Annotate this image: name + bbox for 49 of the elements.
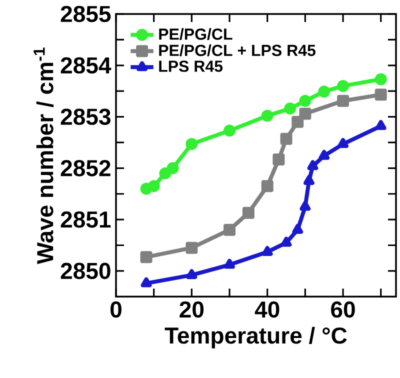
point [307,160,318,170]
point [224,124,236,137]
point [186,269,198,280]
point [299,108,312,120]
point [272,153,285,166]
y-tick-label: 2852 [60,160,110,176]
point [318,150,330,160]
point [280,132,292,145]
point [337,94,350,107]
y-tick-label: 2850 [60,262,110,280]
x-tick-label: 0 [110,301,122,318]
point [318,86,330,98]
point [140,251,152,264]
point [284,102,296,115]
point [166,162,179,174]
point [304,175,314,186]
point [292,116,304,128]
point [299,94,312,107]
point [374,88,387,101]
legend-label: LPS R45 [159,60,223,72]
point [186,138,198,150]
point [300,200,311,211]
x-axis-title: Temperature / °C [164,326,347,348]
point [224,258,235,269]
y-tick-label: 2855 [60,6,111,22]
point [292,224,304,234]
y-axis-title: Wave number / cm$^{-1}$ [34,48,54,264]
x-tick-label: 40 [254,301,280,318]
point [242,206,254,219]
x-tick-label: 20 [180,301,204,318]
point [337,80,350,92]
legend-label: PE/PG/CL + LPS R45 [159,44,316,56]
point [261,180,274,192]
point [375,120,386,130]
legend-label: PE/PG/CL [159,28,232,40]
point [224,224,236,236]
point [140,277,152,288]
point [338,138,348,148]
y-tick-label: 2853 [60,108,110,125]
y-tick-label: 2854 [60,57,112,74]
point [159,167,172,180]
point [374,73,387,86]
point [186,242,198,254]
point [262,246,273,256]
point [148,180,160,192]
point [261,110,274,122]
y-tick-label: 2851 [60,211,111,228]
point [280,236,292,247]
x-tick-label: 60 [331,301,355,318]
